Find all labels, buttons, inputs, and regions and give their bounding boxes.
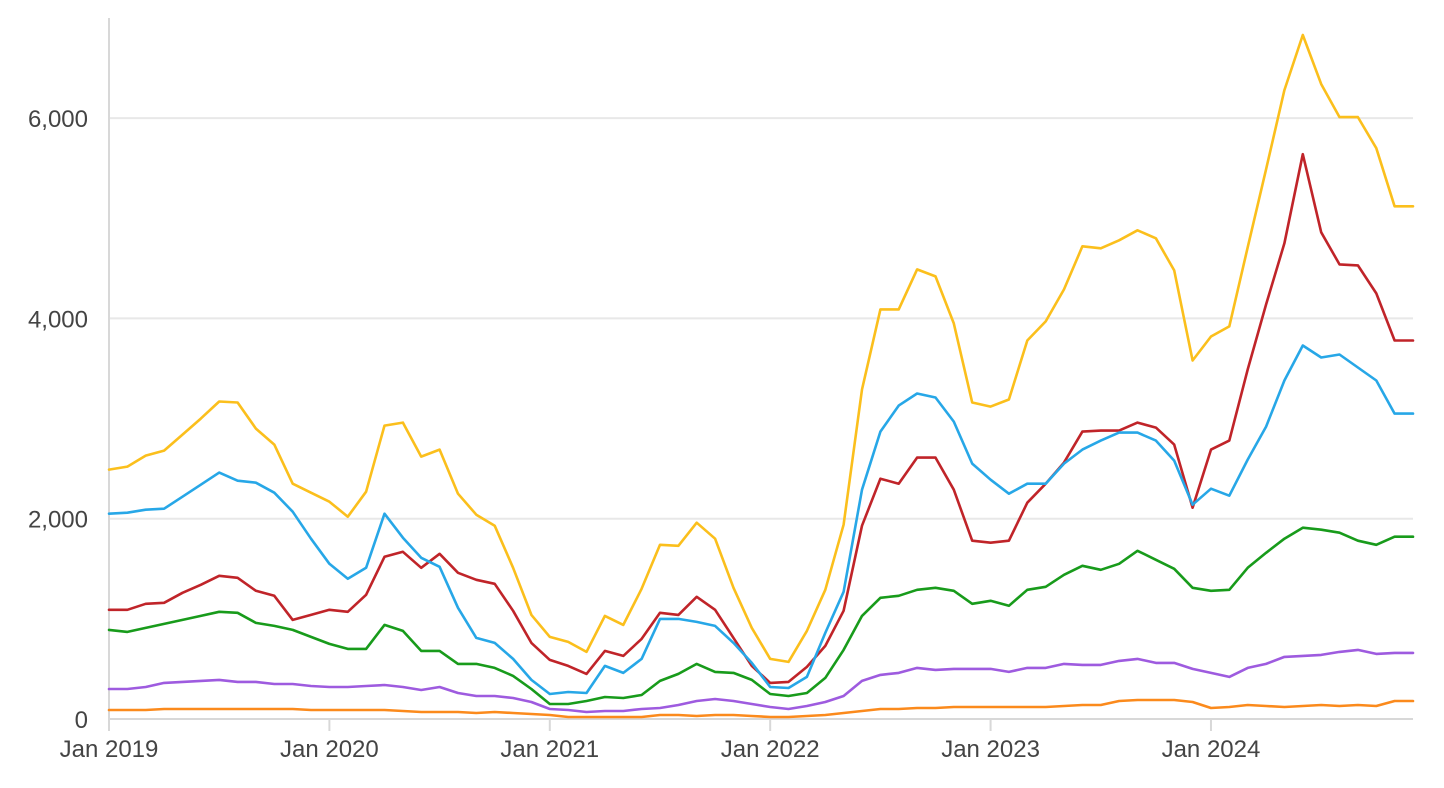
series-lines [107, 33, 1415, 719]
x-axis: Jan 2019 Jan 2020 Jan 2021 Jan 2022 Jan 2023… [60, 18, 1413, 763]
series-line-2 [107, 152, 1415, 685]
series-line-1 [107, 33, 1415, 664]
series-line-4 [107, 526, 1415, 706]
y-tick-label: 6,000 [28, 106, 88, 133]
x-tick-label: Jan 2021 [500, 736, 599, 763]
series-line-6 [107, 698, 1415, 719]
grid-lines [109, 117, 1413, 520]
x-tick-label: Jan 2023 [941, 736, 1040, 763]
y-tick-label: 0 [75, 707, 88, 734]
y-tick-label: 2,000 [28, 507, 88, 534]
x-tick-label: Jan 2024 [1162, 736, 1261, 763]
series-line-3 [107, 344, 1415, 696]
y-axis-ticks: 0 2,000 4,000 6,000 [28, 106, 88, 734]
y-tick-label: 4,000 [28, 306, 88, 333]
x-tick-label: Jan 2022 [721, 736, 820, 763]
x-tick-label: Jan 2019 [60, 736, 159, 763]
x-tick-label: Jan 2020 [280, 736, 379, 763]
series-line-5 [107, 648, 1415, 714]
